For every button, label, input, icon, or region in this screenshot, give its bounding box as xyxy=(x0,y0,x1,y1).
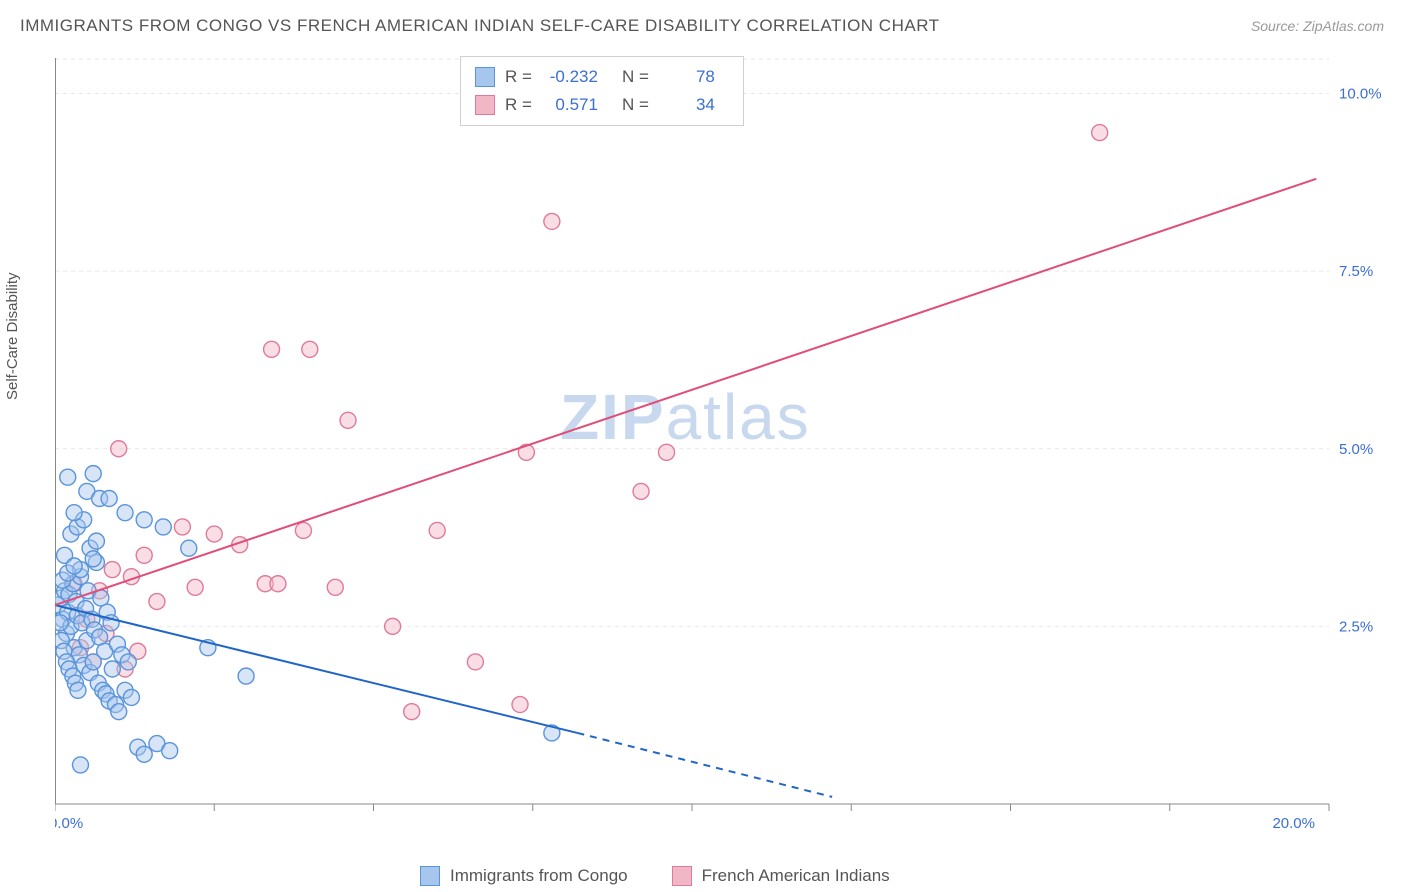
legend-stats-row-2: R = 0.571 N = 34 xyxy=(475,91,729,119)
chart-title: IMMIGRANTS FROM CONGO VS FRENCH AMERICAN… xyxy=(20,16,940,36)
legend-bottom-label-congo: Immigrants from Congo xyxy=(450,866,628,886)
legend-n-value-french: 34 xyxy=(659,91,715,119)
legend-stats-row-1: R = -0.232 N = 78 xyxy=(475,63,729,91)
legend-swatch-congo xyxy=(475,67,495,87)
svg-text:5.0%: 5.0% xyxy=(1339,441,1373,458)
legend-r-value-congo: -0.232 xyxy=(542,63,598,91)
chart-area: 2.5% 5.0% 7.5% 10.0% 0.0% 20.0% xyxy=(55,58,1385,838)
legend-n-label: N = xyxy=(622,91,649,119)
source-attribution: Source: ZipAtlas.com xyxy=(1251,18,1384,34)
legend-bottom: Immigrants from Congo French American In… xyxy=(420,866,890,886)
svg-text:10.0%: 10.0% xyxy=(1339,86,1382,103)
legend-bottom-swatch-congo xyxy=(420,866,440,886)
legend-n-label: N = xyxy=(622,63,649,91)
svg-text:20.0%: 20.0% xyxy=(1272,815,1315,832)
legend-n-value-congo: 78 xyxy=(659,63,715,91)
legend-bottom-swatch-french xyxy=(672,866,692,886)
svg-text:7.5%: 7.5% xyxy=(1339,263,1373,280)
legend-bottom-item-french: French American Indians xyxy=(672,866,890,886)
y-axis-label: Self-Care Disability xyxy=(4,272,21,400)
legend-bottom-item-congo: Immigrants from Congo xyxy=(420,866,628,886)
svg-text:2.5%: 2.5% xyxy=(1339,618,1373,635)
legend-r-label: R = xyxy=(505,91,532,119)
legend-swatch-french xyxy=(475,95,495,115)
scatter-plot: 2.5% 5.0% 7.5% 10.0% 0.0% 20.0% xyxy=(55,58,1385,838)
legend-r-label: R = xyxy=(505,63,532,91)
svg-text:0.0%: 0.0% xyxy=(55,815,83,832)
legend-r-value-french: 0.571 xyxy=(542,91,598,119)
legend-bottom-label-french: French American Indians xyxy=(702,866,890,886)
legend-stats-box: R = -0.232 N = 78 R = 0.571 N = 34 xyxy=(460,56,744,126)
